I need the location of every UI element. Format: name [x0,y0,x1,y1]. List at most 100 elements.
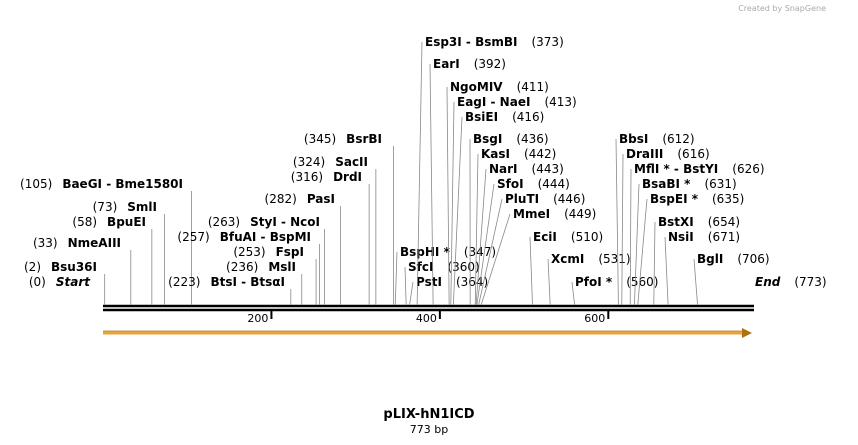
site-name: EarI [433,57,460,71]
site-label: PstI (364) [416,275,488,289]
site-position: (411) [517,80,549,94]
site-label: PluTI (446) [505,192,585,206]
site-label: (263) StyI - NcoI [208,215,320,229]
site-name: SmlI [127,200,157,214]
site-leader [404,266,407,306]
site-name: SfoI [497,177,524,191]
site-leader [480,213,511,306]
site-label: DraIII (616) [626,147,710,161]
site-label: (58) BpuEI [72,215,146,229]
site-name: End [755,275,781,289]
site-position: (773) [794,275,826,289]
site-name: StyI - NcoI [250,215,320,229]
site-name: BaeGI - Bme1580I [62,177,183,191]
site-label: NgoMIV (411) [450,80,549,94]
site-name: NarI [489,162,518,176]
site-name: NgoMIV [450,80,503,94]
site-label: (2) Bsu36I [24,260,97,274]
site-leader [452,116,463,306]
site-position: (449) [564,207,596,221]
orf-arrow-head [742,328,752,338]
site-name: BspHI * [400,245,451,259]
site-leader [621,153,624,306]
site-name: BpuEI [107,215,146,229]
site-label: (223) BtsI - BtsαI [168,275,285,289]
site-position: (58) [72,215,97,229]
site-position: (671) [708,230,740,244]
site-label: (253) FspI [233,245,304,259]
site-label: EciI (510) [533,230,603,244]
credit: Created by SnapGene [738,4,826,13]
site-name: DrdI [333,170,362,184]
site-label: End (773) [755,275,827,289]
site-label: BbsI (612) [619,132,695,146]
site-position: (392) [474,57,506,71]
site-name: KasI [481,147,510,161]
site-leader [409,281,414,306]
site-label: (236) MslI [226,260,296,274]
site-leader [529,236,533,306]
site-position: (223) [168,275,200,289]
site-name: MflI * - BstYI [634,162,718,176]
site-position: (253) [233,245,265,259]
site-position: (105) [20,177,52,191]
site-label: (33) NmeAIII [33,236,121,250]
site-position: (510) [571,230,603,244]
site-name: Start [56,275,91,289]
site-label: BspEI * (635) [650,192,744,206]
site-position: (360) [447,260,479,274]
site-name: PstI [416,275,442,289]
site-label: (0) Start [29,275,91,289]
site-name: BsrBI [346,132,382,146]
site-label: (73) SmlI [93,200,157,214]
site-name: FspI [276,245,304,259]
site-position: (631) [704,177,736,191]
site-position: (373) [531,35,563,49]
site-label: (105) BaeGI - Bme1580I [20,177,183,191]
site-label: BspHI *(347) [400,245,496,259]
site-position: (73) [93,200,118,214]
site-position: (316) [291,170,323,184]
site-leader [446,86,450,306]
site-position: (446) [553,192,585,206]
site-leader [547,258,551,306]
site-name: Esp3I - BsmBI [425,35,517,49]
site-position: (413) [544,95,576,109]
site-name: NsiI [668,230,694,244]
site-position: (345) [304,132,336,146]
site-name: EciI [533,230,557,244]
site-label: BsgI (436) [473,132,549,146]
site-name: DraIII [626,147,663,161]
site-label: EagI - NaeI (413) [457,95,577,109]
site-name: BfuAI - BspMI [220,230,311,244]
site-name: MslI [268,260,296,274]
site-name: SacII [335,155,368,169]
site-position: (612) [662,132,694,146]
site-name: MmeI [513,207,550,221]
site-position: (616) [677,147,709,161]
tick-label: 200 [247,312,268,325]
site-leader [475,168,487,306]
site-position: (2) [24,260,41,274]
site-label: XcmI (531) [551,252,631,266]
site-leader [571,281,576,306]
site-position: (531) [598,252,630,266]
site-label: BsaBI * (631) [642,177,737,191]
site-leader [478,198,503,306]
site-position: (442) [524,147,556,161]
site-label: SfoI (444) [497,177,570,191]
site-leader [629,168,632,306]
site-position: (560) [626,275,658,289]
site-name: BsaBI * [642,177,691,191]
site-label: Esp3I - BsmBI (373) [425,35,564,49]
site-label: (282) PasI [265,192,335,206]
site-position: (416) [512,110,544,124]
site-position: (635) [712,192,744,206]
site-label: BglI (706) [697,252,770,266]
site-position: (263) [208,215,240,229]
site-leader [637,198,648,306]
site-name: Bsu36I [51,260,97,274]
site-name: EagI - NaeI [457,95,530,109]
site-name: BglI [697,252,723,266]
site-label: MmeI (449) [513,207,596,221]
